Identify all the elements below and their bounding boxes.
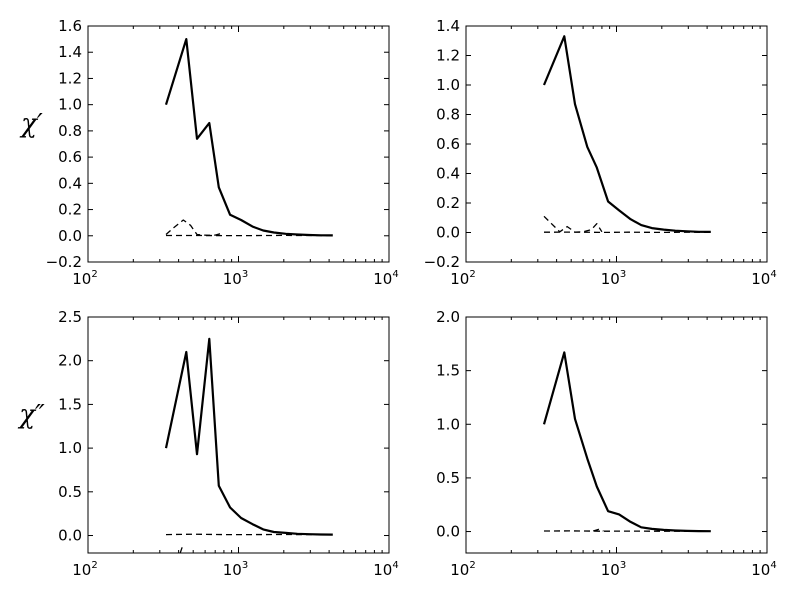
y-tick-label: 1.2 (58, 69, 82, 87)
y-tick-label: 1.0 (436, 76, 460, 94)
series-line-1 (164, 337, 333, 536)
series-line-2 (165, 533, 333, 536)
y-tick-label: 1.5 (58, 395, 82, 413)
y-axis-label: χ″ (17, 400, 45, 430)
y-tick-label: 1.5 (436, 362, 460, 380)
y-tick-label: 1.0 (58, 439, 82, 457)
y-tick-label: 1.6 (58, 17, 82, 35)
y-tick-label: 0.4 (58, 174, 82, 192)
y-tick-label: −0.2 (46, 253, 82, 271)
y-tick-label: 0.0 (58, 527, 82, 545)
series-group (164, 37, 333, 237)
y-tick-label: 0.5 (58, 483, 82, 501)
x-tick-label: 102 (72, 560, 97, 579)
y-tick-label: 0.2 (58, 201, 82, 219)
chart-panel-4: 0.0 0.5 1.0 1.5 2.0 102 103 104 (436, 308, 777, 579)
y-tick-label: 0.5 (436, 469, 460, 487)
y-axis-label: χ′ (19, 109, 43, 139)
series-group (542, 35, 711, 234)
x-tick-label: 103 (601, 269, 626, 288)
y-tick-label: −0.2 (424, 253, 460, 271)
y-tick-label: 0.2 (436, 194, 460, 212)
x-tick-label: 104 (373, 269, 398, 288)
series-group (164, 337, 333, 553)
series-line-2 (543, 215, 603, 233)
series-line-3 (179, 545, 184, 553)
series-line-1 (542, 351, 711, 533)
y-tick-label: 0.4 (436, 165, 460, 183)
x-tick-label: 103 (223, 269, 248, 288)
y-tick-label: 1.0 (436, 415, 460, 433)
y-tick-label: 0.8 (436, 106, 460, 124)
chart-panel-2: −0.2 0.0 0.2 0.4 0.6 0.8 1.0 1.2 1.4 102 103 104 (424, 17, 777, 288)
y-tick-label: 2.0 (58, 352, 82, 370)
y-tick-label: 0.0 (436, 523, 460, 541)
y-tick-label: 2.0 (436, 308, 460, 326)
x-tick-label: 103 (223, 560, 248, 579)
y-tick-label: 1.0 (58, 96, 82, 114)
chart-panel-1: −0.2 0.0 0.2 0.4 0.6 0.8 1.0 1.2 1.4 1.6 102 103 104… (19, 17, 399, 288)
series-group (542, 351, 711, 533)
series-line-1 (164, 37, 333, 237)
axes-frame (87, 316, 390, 554)
x-tick-label: 103 (601, 560, 626, 579)
x-tick-label: 104 (373, 560, 398, 579)
x-tick-label: 102 (450, 269, 475, 288)
series-line-1 (542, 35, 711, 233)
y-tick-label: 0.0 (58, 227, 82, 245)
x-tick-label: 104 (751, 560, 776, 579)
y-tick-label: 1.2 (436, 47, 460, 65)
y-tick-label: 0.8 (58, 122, 82, 140)
x-tick-label: 102 (450, 560, 475, 579)
y-tick-label: 0.6 (58, 148, 82, 166)
axes-frame (465, 25, 768, 263)
series-line-3 (593, 528, 604, 532)
chart-panel-3: 0.0 0.5 1.0 1.5 2.0 2.5 102 103 104 χ″ (17, 308, 398, 579)
series-line-2 (165, 219, 223, 236)
y-tick-label: 1.4 (58, 43, 82, 61)
axes-frame (465, 316, 768, 554)
x-tick-label: 102 (72, 269, 97, 288)
y-tick-label: 2.5 (58, 308, 82, 326)
y-tick-label: 1.4 (436, 17, 460, 35)
y-tick-label: 0.0 (436, 224, 460, 242)
x-tick-label: 104 (751, 269, 776, 288)
axes-frame (87, 25, 390, 263)
y-tick-label: 0.6 (436, 135, 460, 153)
